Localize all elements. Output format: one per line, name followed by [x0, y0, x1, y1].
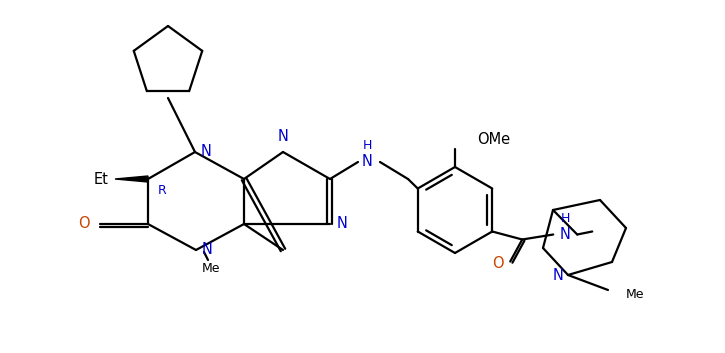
Text: H: H: [560, 211, 570, 225]
Text: N: N: [553, 268, 564, 282]
Text: N: N: [278, 129, 289, 144]
Text: N: N: [202, 241, 213, 257]
Polygon shape: [115, 176, 148, 182]
Text: O: O: [492, 256, 504, 271]
Text: N: N: [362, 155, 373, 169]
Text: H: H: [362, 139, 372, 152]
Text: N: N: [201, 144, 212, 158]
Text: N: N: [337, 216, 348, 232]
Text: OMe: OMe: [477, 132, 510, 146]
Text: Et: Et: [94, 172, 109, 186]
Text: R: R: [158, 185, 167, 197]
Text: Me: Me: [202, 262, 220, 275]
Text: N: N: [560, 227, 571, 242]
Text: O: O: [78, 216, 90, 232]
Text: Me: Me: [626, 288, 645, 301]
